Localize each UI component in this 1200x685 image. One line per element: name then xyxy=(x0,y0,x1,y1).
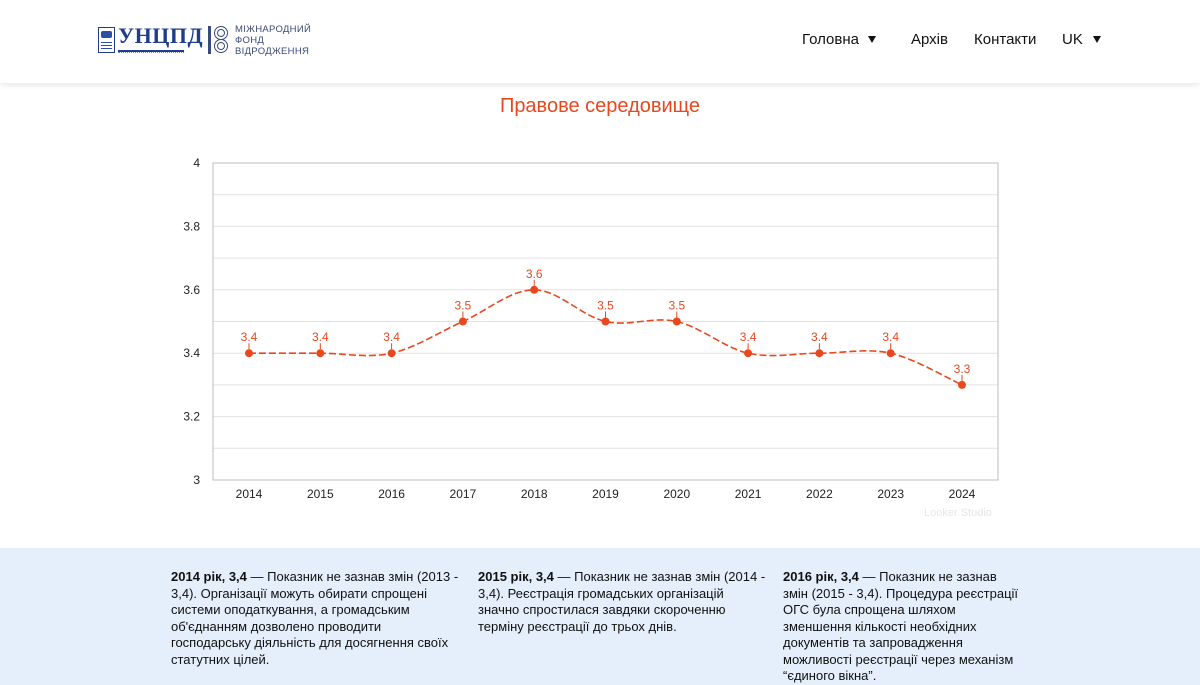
chevron-down-icon[interactable] xyxy=(1093,36,1101,43)
main-nav: Головна Архів Контакти UK xyxy=(0,30,1200,50)
data-label: 3.5 xyxy=(597,299,614,313)
y-tick-label: 3.4 xyxy=(183,346,200,360)
data-label: 3.5 xyxy=(668,299,685,313)
note-text: — Показник не зазнав змін (2015 - 3,4). … xyxy=(783,569,1019,683)
site-header: УНЦПД МІЖНАРОДНИЙ ФОНД ВІДРОДЖЕННЯ Голов… xyxy=(0,0,1200,83)
x-tick-label: 2018 xyxy=(521,487,548,501)
data-point xyxy=(815,349,824,358)
data-point xyxy=(958,380,966,389)
x-tick-label: 2016 xyxy=(378,487,405,501)
uncpd-logo-text: УНЦПД xyxy=(118,23,204,48)
data-point xyxy=(245,349,253,358)
irf-logo-line: МІЖНАРОДНИЙ xyxy=(235,24,312,35)
nav-item-contacts[interactable]: Контакти xyxy=(974,30,1036,50)
data-point xyxy=(387,349,396,358)
nav-item-language[interactable]: UK xyxy=(1062,30,1083,50)
data-label: 3.5 xyxy=(455,299,472,313)
note-2016: 2016 рік, 3,4 — Показник не зазнав змін … xyxy=(783,569,1023,685)
y-axis-ticks: 3 3.2 3.4 3.6 3.8 4 xyxy=(183,156,200,487)
data-point xyxy=(530,285,539,294)
data-label: 3.4 xyxy=(740,330,757,344)
data-label: 3.4 xyxy=(383,330,400,344)
y-tick-label: 4 xyxy=(193,156,200,170)
note-text: — Показник не зазнав змін (2014 - 3,4). … xyxy=(478,569,766,634)
data-labels: 3.4 3.4 3.4 3.5 3.6 3.5 3.5 3.4 3.4 3.4 3.3 xyxy=(241,267,971,381)
data-point xyxy=(672,317,681,326)
nav-item-home[interactable]: Головна xyxy=(802,30,859,50)
irf-logo-line: ФОНД xyxy=(235,35,265,46)
irf-logo-text: МІЖНАРОДНИЙ ФОНД ВІДРОДЖЕННЯ xyxy=(235,24,311,57)
data-label: 3.6 xyxy=(526,267,543,281)
notes-band xyxy=(0,548,1200,685)
nav-item-archive[interactable]: Архів xyxy=(911,30,948,50)
logo-underline xyxy=(118,50,184,52)
series-points xyxy=(245,285,966,389)
y-tick-label: 3.6 xyxy=(183,283,200,297)
chevron-down-icon[interactable] xyxy=(868,36,876,43)
line-chart: 33.23.43.63.84 2014 2015 2016 2017 2018 2019 2… xyxy=(183,156,999,501)
x-tick-label: 2015 xyxy=(307,487,334,501)
irf-logo[interactable]: МІЖНАРОДНИЙ ФОНД ВІДРОДЖЕННЯ xyxy=(207,23,317,57)
note-2015: 2015 рік, 3,4 — Показник не зазнав змін … xyxy=(478,569,766,635)
x-tick-label: 2014 xyxy=(236,487,263,501)
x-tick-label: 2022 xyxy=(806,487,833,501)
y-tick-label: 3 xyxy=(193,473,200,487)
x-tick-label: 2023 xyxy=(877,487,904,501)
data-label: 3.4 xyxy=(312,330,329,344)
y-tick-label: 3.8 xyxy=(183,219,200,233)
data-point xyxy=(458,317,467,326)
irf-emblem-icon xyxy=(207,26,231,54)
note-text: — Показник не зазнав змін (2013 - 3,4). … xyxy=(171,569,459,667)
data-point xyxy=(886,349,895,358)
x-tick-label: 2017 xyxy=(450,487,477,501)
book-emblem-icon xyxy=(98,27,115,53)
data-label: 3.4 xyxy=(811,330,828,344)
y-tick-label: 3.2 xyxy=(183,410,200,424)
x-tick-label: 2020 xyxy=(663,487,690,501)
chart-title: Правове середовище xyxy=(499,95,701,117)
note-heading: 2015 рік, 3,4 xyxy=(478,569,554,584)
looker-studio-watermark: Looker Studio xyxy=(924,507,992,519)
nav-item-label: UK xyxy=(1062,31,1083,48)
series-line xyxy=(248,288,963,386)
data-point xyxy=(316,349,325,358)
uncpd-logo[interactable]: УНЦПД xyxy=(98,24,203,56)
irf-logo-line: ВІДРОДЖЕННЯ xyxy=(235,46,310,57)
x-tick-label: 2019 xyxy=(592,487,619,501)
data-point xyxy=(601,317,610,326)
x-axis-ticks: 2014 2015 2016 2017 2018 2019 2020 2021 2022 2023… xyxy=(236,487,976,501)
nav-item-label: Архів xyxy=(911,31,948,48)
nav-item-label: Контакти xyxy=(974,31,1037,48)
plot-frame xyxy=(212,162,999,481)
data-point xyxy=(744,349,753,358)
x-tick-label: 2024 xyxy=(949,487,976,501)
note-2014: 2014 рік, 3,4 — Показник не зазнав змін … xyxy=(171,569,459,668)
note-heading: 2014 рік, 3,4 xyxy=(171,569,247,584)
nav-item-label: Головна xyxy=(802,31,859,48)
logo-subline xyxy=(118,52,184,54)
data-label: 3.3 xyxy=(954,362,971,376)
data-label: 3.4 xyxy=(882,330,899,344)
x-tick-label: 2021 xyxy=(735,487,762,501)
note-heading: 2016 рік, 3,4 xyxy=(783,569,859,584)
data-label: 3.4 xyxy=(241,330,258,344)
